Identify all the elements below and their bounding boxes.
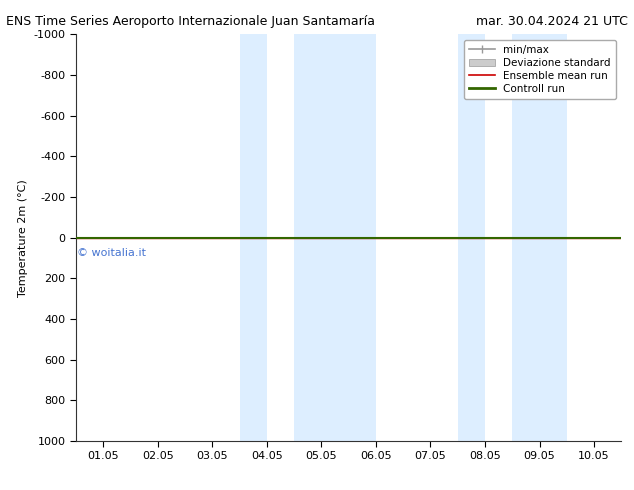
- Text: © woitalia.it: © woitalia.it: [77, 248, 146, 258]
- Text: mar. 30.04.2024 21 UTC: mar. 30.04.2024 21 UTC: [476, 15, 628, 28]
- Y-axis label: Temperature 2m (°C): Temperature 2m (°C): [18, 179, 28, 296]
- Legend: min/max, Deviazione standard, Ensemble mean run, Controll run: min/max, Deviazione standard, Ensemble m…: [464, 40, 616, 99]
- Text: ENS Time Series Aeroporto Internazionale Juan Santamaría: ENS Time Series Aeroporto Internazionale…: [6, 15, 375, 28]
- Bar: [512, 34, 567, 441]
- Bar: [458, 34, 485, 441]
- Bar: [294, 34, 376, 441]
- Bar: [240, 34, 267, 441]
